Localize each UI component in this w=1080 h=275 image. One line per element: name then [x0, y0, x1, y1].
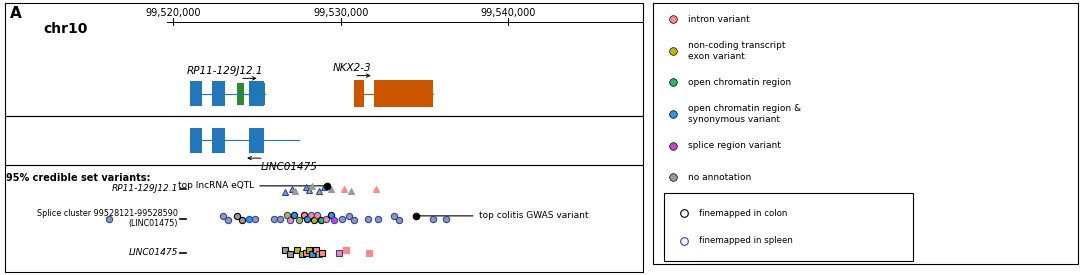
Bar: [190, 128, 202, 153]
Text: LINC01475: LINC01475: [129, 248, 178, 257]
Text: finemapped in colon: finemapped in colon: [699, 209, 787, 218]
Bar: [252, 82, 266, 104]
Text: NKX2-3: NKX2-3: [333, 63, 372, 73]
Bar: [653, 3, 1078, 264]
Text: non-coding transcript
exon variant: non-coding transcript exon variant: [688, 41, 785, 60]
Bar: [5, 3, 643, 116]
Bar: [664, 192, 913, 261]
Text: top colitis GWAS variant: top colitis GWAS variant: [478, 211, 589, 220]
Text: no annotation: no annotation: [688, 173, 752, 182]
Bar: [5, 165, 643, 272]
Text: RP11-129J12.1: RP11-129J12.1: [187, 66, 264, 76]
Text: 99,530,000: 99,530,000: [313, 7, 368, 18]
Text: open chromatin region &
synonymous variant: open chromatin region & synonymous varia…: [688, 104, 801, 124]
Text: 99,540,000: 99,540,000: [481, 7, 536, 18]
Text: top lncRNA eQTL: top lncRNA eQTL: [178, 181, 254, 190]
Text: chr10: chr10: [43, 22, 87, 36]
Text: 95% credible set variants:: 95% credible set variants:: [6, 172, 151, 183]
Text: splice region variant: splice region variant: [688, 141, 781, 150]
Text: Splice cluster 99528121-99528590
(LINC01475): Splice cluster 99528121-99528590 (LINC01…: [38, 209, 178, 228]
Bar: [237, 82, 243, 104]
Bar: [212, 81, 225, 106]
Bar: [248, 128, 264, 153]
Text: open chromatin region: open chromatin region: [688, 78, 791, 87]
Bar: [190, 81, 202, 106]
Text: LINC01475: LINC01475: [260, 162, 318, 172]
Bar: [5, 116, 643, 165]
Bar: [354, 80, 364, 107]
Bar: [375, 80, 433, 107]
Text: finemapped in spleen: finemapped in spleen: [699, 236, 793, 245]
Bar: [212, 128, 225, 153]
Text: RP11-129J12.1: RP11-129J12.1: [112, 184, 178, 193]
Text: intron variant: intron variant: [688, 15, 750, 24]
Bar: [248, 81, 264, 106]
Text: 99,520,000: 99,520,000: [146, 7, 201, 18]
Text: A: A: [10, 6, 22, 21]
